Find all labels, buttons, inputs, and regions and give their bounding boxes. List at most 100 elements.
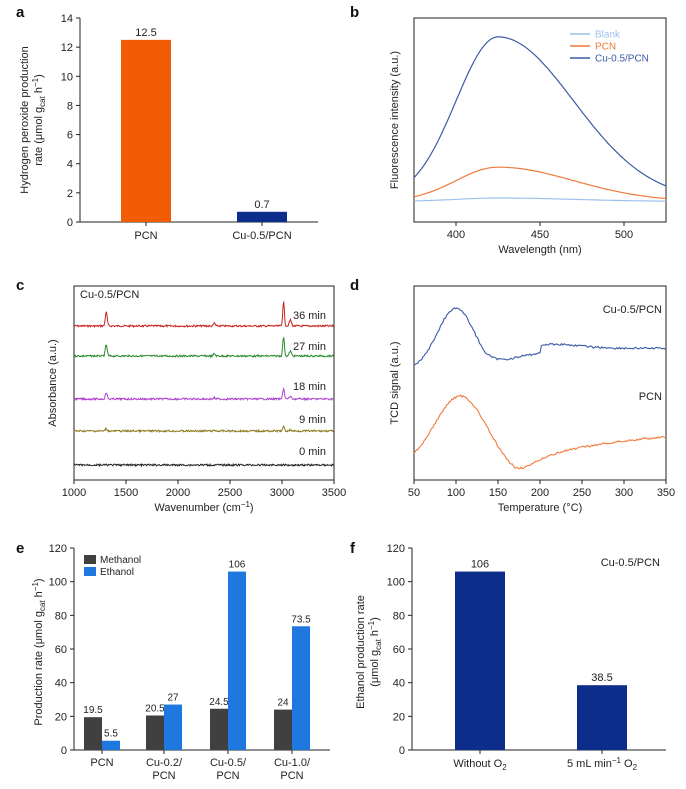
label-part: O <box>621 758 633 770</box>
x-category-label: Without O2 <box>453 758 507 772</box>
label-part: cat <box>38 95 47 106</box>
x-tick-label: 350 <box>657 487 675 499</box>
bar-value-label: 5.5 <box>104 729 118 740</box>
bar-value-label: 106 <box>471 559 489 571</box>
panel-d-chart: 50 100 150 200 250 300 350 Temperature (°C) TCD … <box>389 285 675 514</box>
y-tick-label: 100 <box>49 577 67 589</box>
y-axis-label: Absorbance (a.u.) <box>47 339 59 426</box>
label-part: Wavenumber (cm <box>154 502 240 514</box>
bar <box>121 39 171 222</box>
label-part: Production rate (μmol g <box>33 611 45 726</box>
series-label: 27 min <box>293 341 326 353</box>
x-tick-label: 100 <box>447 487 465 499</box>
legend-swatch <box>84 567 96 576</box>
label-part: Without O <box>453 758 502 770</box>
series-line <box>413 36 667 187</box>
series-line <box>73 301 334 329</box>
label-part: 5 mL min <box>567 758 612 770</box>
x-category-label: PCN <box>134 230 157 242</box>
bar <box>228 571 246 750</box>
label-part: −1 <box>367 620 376 630</box>
panel-d-letter: d <box>350 277 359 294</box>
series-line <box>413 166 667 200</box>
label-part: 2 <box>502 763 507 772</box>
label-part: 2 <box>633 763 638 772</box>
x-tick-label: 500 <box>615 229 633 241</box>
y-tick-label: 80 <box>55 610 67 622</box>
bar <box>292 626 310 750</box>
series-line <box>73 425 334 434</box>
x-tick-label: 400 <box>447 229 465 241</box>
x-tick-label: 1500 <box>114 487 138 499</box>
panel-c-chart: 1000 1500 2000 2500 3000 3500 Wavenumber (cm−1… <box>47 285 346 514</box>
series-label: 0 min <box>299 446 326 458</box>
label-part: (μmol g <box>369 650 381 687</box>
x-category-label: Cu-0.2/ <box>146 757 183 769</box>
label-part: ) <box>369 617 381 621</box>
y-tick-label: 40 <box>55 678 67 690</box>
label-part: −1 <box>31 582 40 592</box>
label-part: cat <box>374 638 383 649</box>
panel-b-chart: 400 450 500 Wavelength (nm) Fluorescence int… <box>389 17 667 256</box>
x-tick-label: 50 <box>408 487 420 499</box>
y-tick-label: 60 <box>393 644 405 656</box>
x-category-label: Cu-0.5/ <box>210 757 247 769</box>
y-tick-label: 120 <box>387 543 405 555</box>
x-category-label: Cu-1.0/ <box>274 757 311 769</box>
panel-c-letter: c <box>16 277 24 294</box>
x-tick-label: 2000 <box>166 487 190 499</box>
y-tick-label: 60 <box>55 644 67 656</box>
y-tick-label: 6 <box>67 130 73 142</box>
y-axis-label: TCD signal (a.u.) <box>389 341 401 424</box>
legend-label: Cu-0.5/PCN <box>595 54 649 65</box>
label-part: rate (μmol g <box>33 107 45 166</box>
bar-value-label: 20.5 <box>145 703 165 714</box>
y-tick-label: 12 <box>61 42 73 54</box>
series-label: 9 min <box>299 414 326 426</box>
label-part: h <box>369 630 381 639</box>
x-category-label: Cu-0.5/PCN <box>232 230 291 242</box>
x-axis-label: Wavenumber (cm−1) <box>154 500 253 514</box>
bar-value-label: 106 <box>229 560 246 571</box>
y-tick-label: 8 <box>67 100 73 112</box>
y-tick-label: 100 <box>387 577 405 589</box>
x-category-label: 5 mL min−1 O2 <box>567 756 638 772</box>
y-tick-label: 0 <box>399 745 405 757</box>
series-line <box>413 394 667 470</box>
bar-value-label: 12.5 <box>135 27 156 39</box>
legend-swatch <box>84 555 96 564</box>
y-tick-label: 80 <box>393 610 405 622</box>
x-tick-label: 3500 <box>322 487 346 499</box>
label-part: h <box>33 87 45 96</box>
label-part: −1 <box>612 756 622 765</box>
bar <box>102 740 120 750</box>
label-part: ) <box>33 74 45 78</box>
x-tick-label: 150 <box>489 487 507 499</box>
series-line <box>73 337 335 359</box>
bar-value-label: 19.5 <box>83 705 103 716</box>
series-label: PCN <box>639 391 662 403</box>
bar <box>84 717 102 750</box>
y-tick-label: 14 <box>61 13 73 25</box>
bar <box>146 715 164 750</box>
y-axis-label: Production rate (μmol gcat h−1) <box>31 578 47 725</box>
panel-b-letter: b <box>350 4 359 21</box>
legend-label: Methanol <box>100 555 141 566</box>
x-tick-label: 3000 <box>270 487 294 499</box>
panel-title: Cu-0.5/PCN <box>601 557 660 569</box>
x-tick-label: 200 <box>531 487 549 499</box>
x-axis-label: Temperature (°C) <box>498 502 582 514</box>
y-axis-label-line1: Ethanol production rate <box>355 595 367 709</box>
y-axis-label-line2: (μmol gcat h−1) <box>367 617 383 687</box>
x-category-label: PCN <box>216 770 239 782</box>
y-tick-label: 10 <box>61 71 73 83</box>
series-line <box>413 307 667 366</box>
x-category-label: PCN <box>90 757 113 769</box>
legend-label: PCN <box>595 42 616 53</box>
bar <box>274 709 292 750</box>
y-tick-label: 120 <box>49 543 67 555</box>
y-axis-label-line2: rate (μmol gcat h−1) <box>31 74 47 166</box>
legend-label: Blank <box>595 30 621 41</box>
